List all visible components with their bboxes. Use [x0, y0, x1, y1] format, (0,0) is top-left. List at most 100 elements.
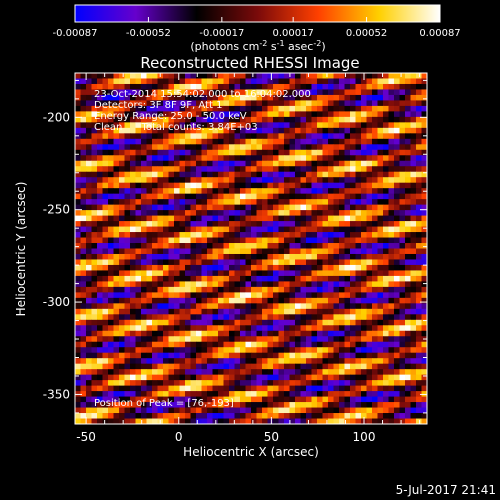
heatmap-cell [91, 358, 98, 365]
heatmap-cell [317, 292, 323, 299]
heatmap-cell [190, 319, 197, 326]
heatmap-cell [333, 149, 340, 156]
heatmap-cell [284, 407, 290, 414]
heatmap-cell [146, 303, 153, 310]
heatmap-cell [306, 243, 312, 249]
heatmap-cell [168, 303, 175, 310]
heatmap-cell [152, 380, 158, 387]
heatmap-cell [317, 325, 323, 332]
heatmap-cell [322, 325, 329, 332]
heatmap-cell [124, 171, 131, 178]
heatmap-cell [207, 352, 213, 359]
heatmap-cell [97, 374, 103, 381]
heatmap-cell [328, 243, 334, 249]
heatmap-cell [273, 314, 279, 321]
heatmap-cell [388, 270, 395, 277]
heatmap-cell [218, 78, 224, 85]
heatmap-cell [377, 138, 384, 145]
heatmap-cell [317, 237, 323, 244]
heatmap-cell [388, 308, 395, 315]
heatmap-cell [366, 413, 373, 419]
heatmap-cell [97, 83, 103, 90]
heatmap-cell [119, 221, 125, 227]
heatmap-cell [102, 248, 109, 255]
heatmap-cell [108, 330, 114, 337]
heatmap-cell [322, 232, 329, 238]
heatmap-cell [322, 253, 329, 260]
heatmap-cell [196, 182, 202, 189]
heatmap-cell [157, 275, 164, 282]
heatmap-cell [339, 111, 345, 118]
heatmap-cell [135, 83, 142, 90]
heatmap-cell [405, 336, 411, 343]
heatmap-cell [339, 221, 345, 227]
heatmap-cell [245, 182, 252, 189]
heatmap-cell [322, 188, 329, 195]
heatmap-cell [421, 177, 428, 184]
heatmap-cell [86, 73, 92, 79]
heatmap-cell [344, 133, 351, 140]
heatmap-cell [157, 413, 164, 419]
heatmap-cell [223, 138, 230, 145]
heatmap-cell [295, 193, 301, 200]
heatmap-cell [196, 210, 202, 216]
heatmap-cell [163, 182, 169, 189]
heatmap-cell [130, 215, 136, 222]
heatmap-cell [377, 83, 384, 90]
heatmap-cell [124, 402, 131, 408]
heatmap-cell [124, 210, 131, 216]
heatmap-cell [300, 182, 307, 189]
heatmap-cell [207, 319, 213, 326]
heatmap-cell [361, 116, 367, 123]
heatmap-cell [91, 138, 98, 145]
heatmap-cell [311, 155, 318, 162]
heatmap-cell [361, 133, 367, 140]
heatmap-cell [196, 402, 202, 408]
heatmap-cell [163, 188, 169, 195]
heatmap-cell [119, 138, 125, 145]
heatmap-cell [284, 188, 290, 195]
heatmap-cell [196, 336, 202, 343]
heatmap-cell [135, 215, 142, 222]
heatmap-cell [152, 188, 158, 195]
heatmap-cell [273, 105, 279, 112]
heatmap-cell [366, 369, 373, 376]
heatmap-cell [289, 297, 296, 304]
heatmap-cell [355, 275, 362, 282]
heatmap-cell [421, 248, 428, 255]
heatmap-cell [388, 116, 395, 123]
heatmap-cell [218, 341, 224, 348]
heatmap-cell [251, 73, 257, 79]
heatmap-cell [141, 138, 147, 145]
heatmap-cell [278, 226, 285, 233]
heatmap-cell [405, 199, 411, 206]
heatmap-cell [86, 237, 92, 244]
heatmap-cell [256, 89, 263, 96]
heatmap-cell [91, 193, 98, 200]
heatmap-cell [383, 73, 389, 79]
heatmap-cell [91, 199, 98, 206]
heatmap-cell [135, 199, 142, 206]
heatmap-cell [416, 188, 422, 195]
heatmap-cell [295, 188, 301, 195]
heatmap-cell [201, 78, 208, 85]
heatmap-cell [388, 166, 395, 173]
heatmap-cell [262, 264, 268, 271]
heatmap-cell [355, 358, 362, 365]
heatmap-cell [141, 314, 147, 321]
heatmap-cell [97, 160, 103, 167]
heatmap-cell [157, 144, 164, 151]
heatmap-cell [317, 105, 323, 112]
heatmap-cell [273, 94, 279, 101]
heatmap-cell [174, 286, 180, 293]
heatmap-cell [416, 89, 422, 96]
heatmap-cell [174, 369, 180, 376]
heatmap-cell [273, 83, 279, 90]
heatmap-cell [388, 292, 395, 299]
heatmap-cell [80, 89, 87, 96]
heatmap-cell [135, 221, 142, 227]
heatmap-cell [311, 111, 318, 118]
heatmap-cell [256, 347, 263, 354]
heatmap-cell [284, 330, 290, 337]
heatmap-cell [97, 177, 103, 184]
